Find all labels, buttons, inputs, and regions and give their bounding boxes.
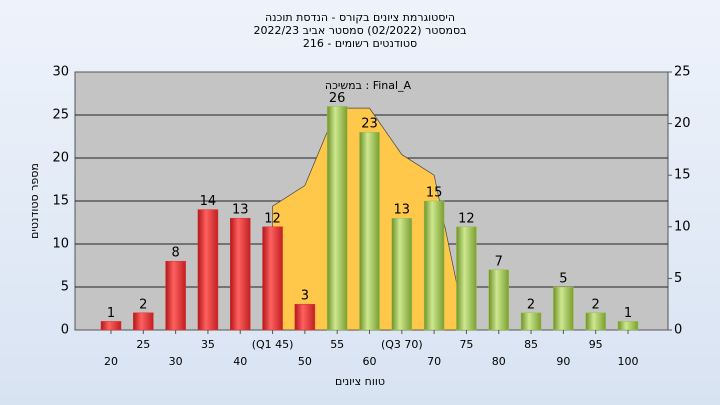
x-tick-label: 25 (136, 338, 150, 351)
title-line: היסטוגרמת ציונים בקורס - הנדסת תוכנה (265, 11, 455, 24)
value-label: 14 (200, 194, 217, 209)
y-tick-label: 30 (52, 65, 69, 80)
value-label: 2 (592, 297, 600, 312)
bar (391, 217, 413, 331)
bar (423, 200, 445, 331)
bar (326, 106, 348, 331)
y-tick-label: 15 (52, 194, 69, 209)
bar (230, 217, 251, 331)
x-tick-label: (Q1 45) (252, 338, 294, 351)
x-tick-label: 20 (104, 355, 118, 368)
value-label: 1 (107, 306, 115, 321)
y2-tick-label: 10 (674, 219, 691, 234)
y-tick-label: 20 (52, 151, 69, 166)
x-tick-label: 95 (589, 338, 603, 351)
y2-tick-label: 15 (674, 168, 691, 183)
y-tick-label: 0 (61, 323, 69, 338)
value-label: 2 (139, 297, 147, 312)
y-axis-title: מספר סטודנטים (28, 163, 41, 239)
x-axis-title: טווח ציונים (335, 375, 385, 388)
x-tick-label: 85 (524, 338, 538, 351)
value-label: 13 (394, 203, 411, 218)
x-tick-label: 40 (233, 355, 247, 368)
bar (197, 209, 219, 331)
value-label: 26 (329, 91, 346, 106)
bar (585, 312, 606, 331)
value-label: 13 (232, 203, 249, 218)
y-tick-label: 25 (52, 108, 69, 123)
value-label: 12 (458, 211, 475, 226)
bar (294, 303, 316, 331)
x-tick-label: 90 (556, 355, 570, 368)
title-line: בסמסטר (02/2022) סמסטר אביב 2022/23 (253, 24, 466, 37)
y2-tick-label: 0 (674, 323, 682, 338)
value-label: 12 (264, 211, 281, 226)
x-tick-label: 50 (298, 355, 312, 368)
x-tick-label: (Q3 70) (381, 338, 423, 351)
bar (165, 260, 186, 331)
value-label: 7 (495, 254, 503, 269)
bar (520, 312, 542, 331)
bar (359, 131, 380, 331)
bar (100, 321, 122, 331)
x-tick-label: 75 (459, 338, 473, 351)
y-tick-label: 5 (61, 280, 69, 295)
x-tick-label: 55 (330, 338, 344, 351)
bar (262, 226, 283, 331)
legend-label: במשיכה : Final_A (325, 79, 412, 92)
bar (488, 269, 509, 331)
x-tick-label: 60 (363, 355, 377, 368)
value-label: 2 (527, 297, 535, 312)
value-label: 1 (624, 306, 632, 321)
value-label: 23 (361, 117, 378, 132)
x-tick-label: 80 (492, 355, 506, 368)
bar (133, 312, 154, 331)
x-tick-label: 30 (169, 355, 183, 368)
y-tick-label: 10 (52, 237, 69, 252)
x-tick-label: 35 (201, 338, 215, 351)
value-label: 15 (426, 186, 443, 201)
y2-tick-label: 25 (674, 65, 691, 80)
bar (456, 226, 477, 331)
x-tick-label: 100 (618, 355, 639, 368)
value-label: 5 (559, 272, 567, 287)
bar (617, 321, 639, 331)
bar (553, 286, 574, 331)
title-line: סטודנטים רשומים - 216 (303, 37, 417, 50)
y2-tick-label: 20 (674, 116, 691, 131)
value-label: 3 (301, 289, 309, 304)
value-label: 8 (171, 246, 179, 261)
x-tick-label: 70 (427, 355, 441, 368)
y2-tick-label: 5 (674, 271, 682, 286)
